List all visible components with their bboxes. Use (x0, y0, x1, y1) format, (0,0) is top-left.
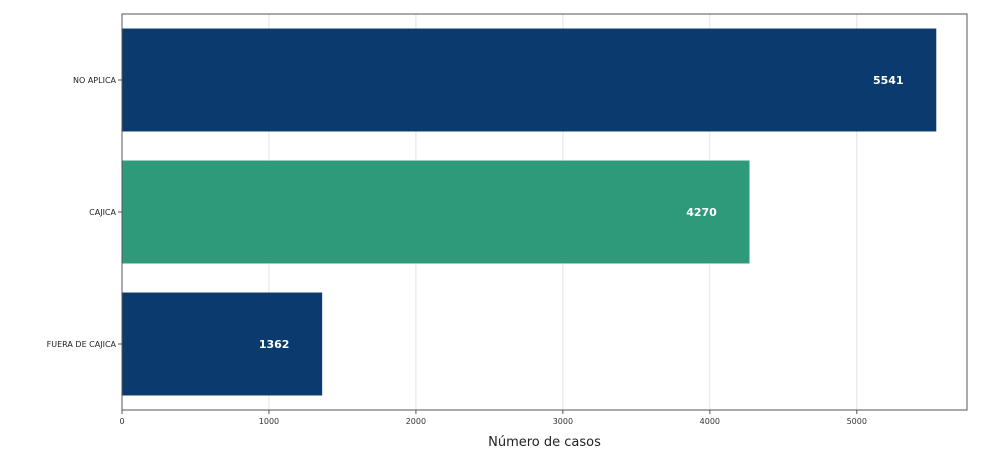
bar-value-labels: 5541 4270 1362 (259, 74, 904, 351)
x-tick-label: 0 (119, 417, 124, 426)
bar-value-label: 4270 (686, 206, 717, 219)
x-axis-ticks: 0 1000 2000 3000 4000 5000 (119, 410, 867, 426)
bar (122, 28, 937, 132)
bar-value-label: 5541 (873, 74, 904, 87)
bar-value-label: 1362 (259, 338, 290, 351)
x-tick-label: 3000 (553, 417, 573, 426)
x-tick-label: 1000 (259, 417, 279, 426)
y-category-label: NO APLICA (73, 76, 117, 85)
y-category-label: CAJICA (89, 208, 116, 217)
x-tick-label: 5000 (847, 417, 867, 426)
plot-frame (121, 13, 968, 411)
bars-group (122, 28, 937, 396)
x-tick-label: 2000 (406, 417, 426, 426)
y-axis-category-labels: NO APLICA CAJICA FUERA DE CAJICA (47, 76, 122, 349)
bar (122, 160, 750, 264)
x-axis-title: Número de casos (488, 435, 601, 450)
bar (122, 292, 323, 396)
x-tick-label: 4000 (700, 417, 720, 426)
y-category-label: FUERA DE CAJICA (47, 340, 117, 349)
